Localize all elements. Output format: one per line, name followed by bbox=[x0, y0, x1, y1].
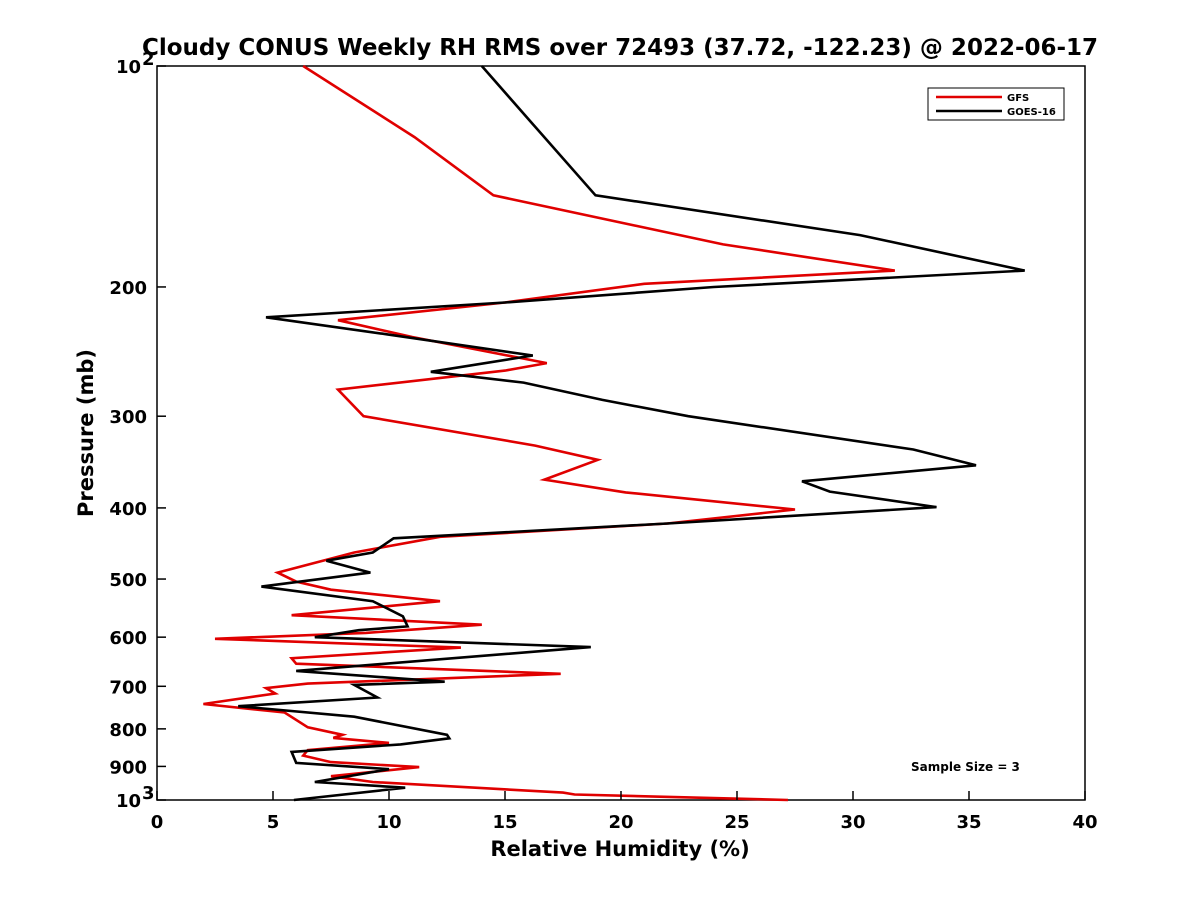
y-tick-exponent: 3 bbox=[142, 783, 155, 804]
y-tick-label: 500 bbox=[109, 570, 147, 591]
y-tick-label: 900 bbox=[109, 757, 147, 778]
y-axis-label: Pressure (mb) bbox=[74, 349, 98, 517]
y-tick-exponent: 2 bbox=[142, 49, 155, 70]
legend-entry-goes-16: GOES-16 bbox=[1007, 107, 1056, 118]
legend-entry-gfs: GFS bbox=[1007, 93, 1029, 104]
x-tick-label: 20 bbox=[608, 812, 633, 833]
y-tick-label: 600 bbox=[109, 628, 147, 649]
x-tick-label: 0 bbox=[151, 812, 164, 833]
x-tick-label: 5 bbox=[267, 812, 280, 833]
legend: GFS GOES-16 bbox=[927, 87, 1065, 121]
y-tick-label: 200 bbox=[109, 278, 147, 299]
chart-title: Cloudy CONUS Weekly RH RMS over 72493 (3… bbox=[142, 35, 1098, 61]
y-tick-label: 10 bbox=[116, 791, 141, 812]
y-tick-label: 300 bbox=[109, 407, 147, 428]
x-axis-ticks: 0 5 10 15 20 25 30 35 40 bbox=[151, 791, 1098, 833]
y-tick-label: 700 bbox=[109, 677, 147, 698]
series-line-goes-16 bbox=[238, 65, 1025, 802]
plot-frame bbox=[156, 65, 1086, 801]
x-tick-label: 35 bbox=[956, 812, 981, 833]
x-axis-label: Relative Humidity (%) bbox=[490, 837, 749, 861]
plot-area: 0 5 10 15 20 25 30 35 40 10 220030040050060070080… bbox=[109, 49, 1097, 833]
y-tick-label: 10 bbox=[116, 57, 141, 78]
x-tick-label: 25 bbox=[724, 812, 749, 833]
y-tick-label: 400 bbox=[109, 499, 147, 520]
x-tick-label: 40 bbox=[1072, 812, 1097, 833]
x-tick-label: 10 bbox=[376, 812, 401, 833]
series-line-gfs bbox=[203, 64, 895, 802]
y-tick-label: 800 bbox=[109, 720, 147, 741]
legend-box bbox=[927, 87, 1065, 121]
sample-size-annotation: Sample Size = 3 bbox=[911, 760, 1020, 774]
x-tick-label: 15 bbox=[492, 812, 517, 833]
x-tick-label: 30 bbox=[840, 812, 865, 833]
series-layer bbox=[203, 64, 1025, 802]
